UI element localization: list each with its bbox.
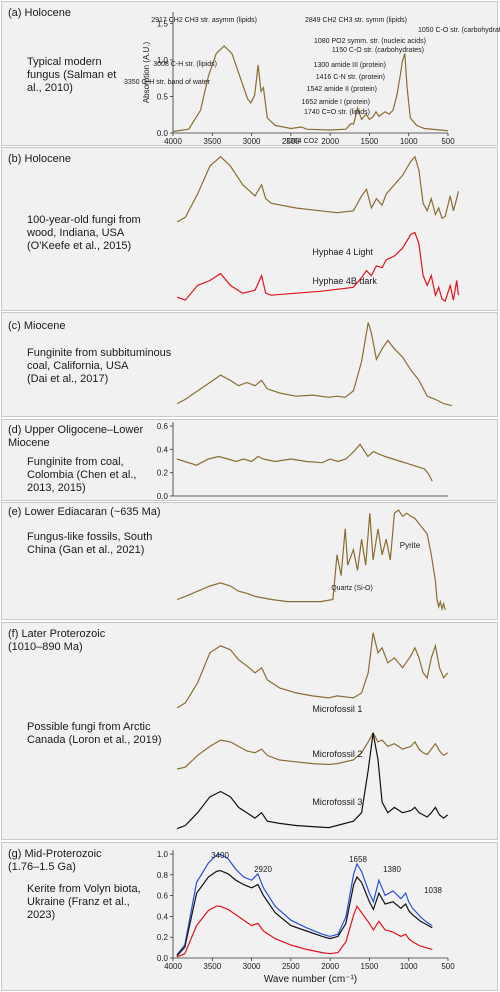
chart-a-y-label: Absorption (A.U.)	[142, 41, 151, 103]
chart-g-y-tick-label: 0.4	[157, 912, 169, 921]
chart-g-x-tick-label: 4000	[164, 962, 182, 971]
annotation-label: 2917 CH2 CH3 str. asymm (lipids)	[151, 17, 257, 24]
panel-description: 100-year-old fungi from wood, Indiana, U…	[27, 214, 141, 252]
chart-d-y-tick-label: 0.2	[157, 469, 169, 478]
chart-f-series-label: Microfossil 3	[312, 797, 362, 807]
chart-f-series-0	[176, 632, 449, 709]
spectra-curves	[172, 45, 459, 958]
chart-g-x-tick-label: 1500	[361, 962, 379, 971]
annotation-label: Quartz (Si-O)	[331, 585, 373, 592]
chart-a-x-tick-label: 1000	[400, 137, 418, 146]
chart-a-y-tick-label: 1.5	[157, 19, 169, 28]
panel-a: (a) Holocene Typical modern fungus (Salm…	[1, 1, 498, 146]
chart-g-y-tick-label: 0.2	[157, 933, 169, 942]
panel-title: (e) Lower Ediacaran (~635 Ma)	[8, 506, 161, 518]
annotation-label: 1050 C-O str. (carbohydrates)	[418, 27, 500, 34]
annotation-label: Pyrite	[400, 541, 421, 550]
chart-f-series-label: Microfossil 2	[312, 749, 362, 759]
chart-a-x-tick-label: 2500	[282, 137, 300, 146]
chart-b-series-label: Hyphae 4 Light	[312, 247, 373, 257]
panel-description: Funginite from subbituminous coal, Calif…	[27, 347, 172, 385]
panel-d: (d) Upper Oligocene–Lower Miocene Fungin…	[1, 419, 498, 501]
chart-g-x-tick-label: 500	[441, 962, 455, 971]
chart-g-y-tick-label: 1.0	[157, 850, 169, 859]
chart-e-series-0	[176, 509, 446, 612]
chart-g-x-tick-label: 2500	[282, 962, 300, 971]
chart-g-y-tick-label: 0.8	[157, 871, 169, 880]
chart-labels: 0.0 0.5 1.0 1.5 4000 3500 3000 2500 2000 1500 1000…	[124, 17, 500, 985]
annotation-label: 3350 O-H str. band of water	[124, 79, 211, 86]
annotation-label: 2849 CH2 CH3 str. symm (lipids)	[305, 17, 407, 24]
chart-d-y-tick-label: 0.6	[157, 422, 169, 431]
annotation-label: 1542 amide II (protein)	[307, 86, 377, 93]
chart-g-series-1	[176, 869, 433, 957]
annotation-label: 1300 amide III (protein)	[314, 62, 386, 69]
panel-title: (a) Holocene	[8, 7, 71, 19]
panel-description: Typical modern fungus (Salman et al., 20…	[27, 56, 117, 94]
chart-b-series-label: Hyphae 4B dark	[312, 276, 377, 286]
chart-f-series-2	[176, 732, 449, 830]
panel-description: Kerite from Volyn biota, Ukraine (Franz …	[27, 883, 141, 921]
panel-b: (b) Holocene 100-year-old fungi from woo…	[1, 147, 498, 311]
annotation-label: 2920	[254, 865, 272, 874]
annotation-label: 1380	[383, 865, 401, 874]
chart-g-y-tick-label: 0.6	[157, 892, 169, 901]
chart-d-series-0	[176, 443, 433, 482]
chart-a-x-tick-label: 4000	[164, 137, 182, 146]
chart-b-series-1	[176, 231, 459, 303]
axes-group	[170, 12, 449, 961]
chart-a-series-0	[172, 45, 449, 133]
annotation-label: 1416 C-N str. (protein)	[316, 74, 385, 81]
panel-title: (f) Later Proterozoic (1010–890 Ma)	[8, 628, 106, 653]
chart-g-x-label: Wave number (cm⁻¹)	[264, 974, 357, 985]
panel-e: (e) Lower Ediacaran (~635 Ma) Fungus-lik…	[1, 502, 498, 620]
panel-title: (b) Holocene	[8, 153, 71, 165]
panel-c: (c) Miocene Funginite from subbituminous…	[1, 312, 498, 417]
chart-g-x-tick-label: 2000	[321, 962, 339, 971]
chart-g-series-0	[176, 853, 433, 956]
chart-d-y-tick-label: 0.4	[157, 445, 169, 454]
chart-g-y-tick-label: 0.0	[157, 954, 169, 963]
annotation-label: 3400	[211, 851, 229, 860]
chart-g-x-tick-label: 3500	[203, 962, 221, 971]
chart-f-series-label: Microfossil 1	[312, 704, 362, 714]
annotation-label: 1658	[349, 855, 367, 864]
chart-g-x-tick-label: 1000	[400, 962, 418, 971]
chart-b-series-0	[176, 155, 459, 223]
chart-a-x-tick-label: 2000	[321, 137, 339, 146]
panel-f: (f) Later Proterozoic (1010–890 Ma) Poss…	[1, 622, 498, 840]
panel-description: Possible fungi from Arctic Canada (Loron…	[27, 721, 162, 746]
panel-title: (d) Upper Oligocene–Lower Miocene	[8, 424, 144, 449]
annotation-label: 2364 CO2	[286, 138, 318, 145]
chart-a-y-tick-label: 0.5	[157, 92, 169, 101]
chart-a-y-tick-label: 1.0	[157, 56, 169, 65]
panel-description: Fungus-like fossils, South China (Gan et…	[27, 531, 153, 556]
annotation-label: 1038	[424, 886, 442, 895]
panel-title: (c) Miocene	[8, 320, 66, 332]
panel-description: Funginite from coal, Colombia (Chen et a…	[27, 456, 137, 494]
chart-g-series-2	[176, 904, 433, 958]
chart-c-series-0	[176, 322, 452, 407]
chart-d-y-tick-label: 0.0	[157, 492, 169, 501]
chart-a-x-tick-label: 3500	[203, 137, 221, 146]
chart-g-x-tick-label: 3000	[243, 962, 261, 971]
annotation-label: 3008 C-H str. (lipids)	[153, 61, 217, 68]
panel-title: (g) Mid-Proterozoic (1.76–1.5 Ga)	[8, 848, 102, 873]
chart-a-x-tick-label: 1500	[361, 137, 379, 146]
annotation-label: 1080 PO2 symm. str. (nucleic acids)	[314, 38, 426, 45]
annotation-label: 1150 C-O str. (carbohydrates)	[332, 47, 424, 54]
annotation-label: 1652 amide I (protein)	[302, 99, 370, 106]
chart-a-x-tick-label: 500	[441, 137, 455, 146]
chart-a-x-tick-label: 3000	[243, 137, 261, 146]
chart-f-series-1	[176, 731, 449, 770]
annotation-label: 1740 C=O str. (lipids)	[304, 109, 370, 116]
chart-a-y-tick-label: 0.0	[157, 129, 169, 138]
